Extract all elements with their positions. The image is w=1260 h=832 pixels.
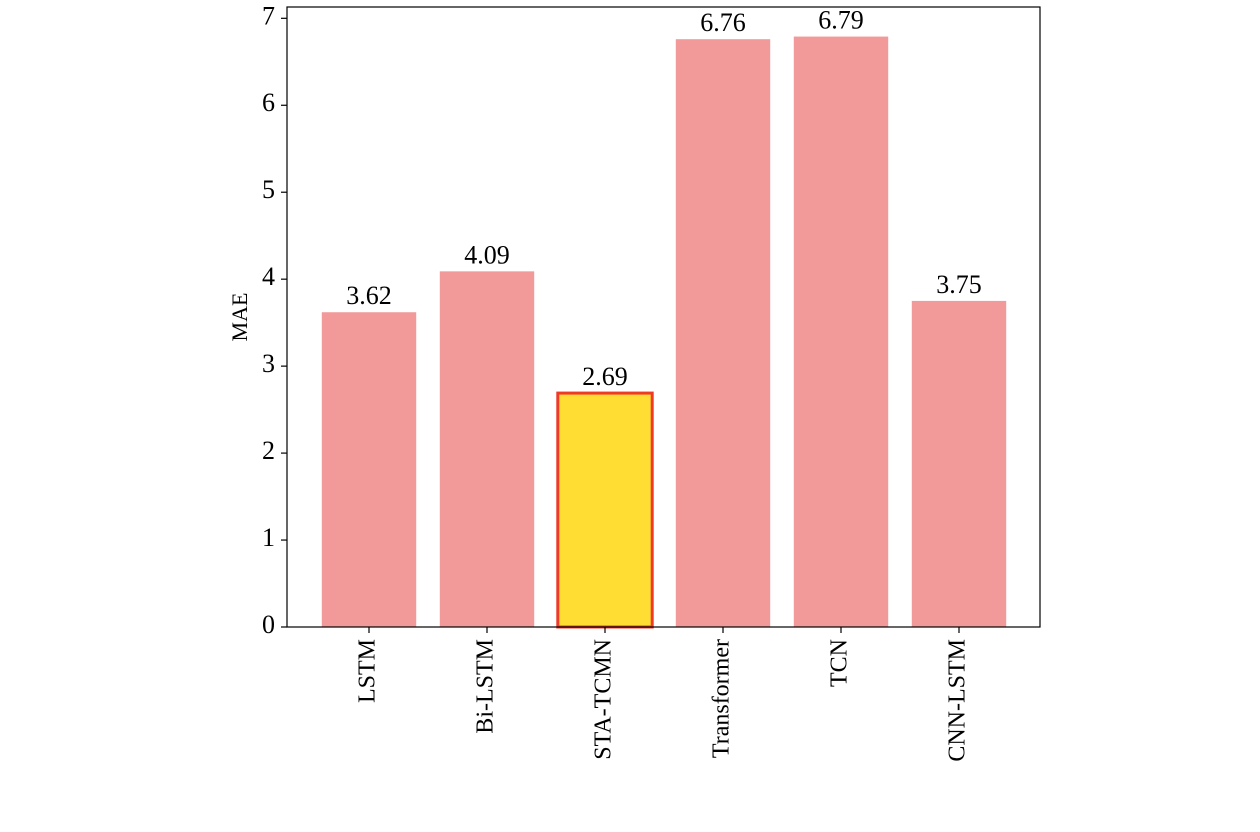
value-label: 6.79 (818, 6, 864, 35)
value-label: 3.75 (936, 270, 982, 299)
y-tick-label: 2 (262, 436, 275, 465)
x-tick-label: Transformer (709, 639, 735, 758)
y-tick-label: 0 (262, 610, 275, 639)
x-tick-label: STA-TCMN (591, 639, 617, 760)
x-tick-label: Bi-LSTM (473, 639, 499, 734)
value-label: 2.69 (582, 362, 628, 391)
y-tick-label: 5 (262, 175, 275, 204)
bar (675, 39, 771, 628)
y-tick-label: 4 (262, 262, 275, 291)
plot-frame (286, 6, 1041, 628)
y-tick-label: 7 (262, 1, 275, 30)
x-tick-label: TCN (827, 639, 853, 687)
value-label: 4.09 (464, 240, 510, 269)
bar (321, 312, 417, 627)
x-tick-label: CNN-LSTM (945, 639, 971, 762)
x-tick-label: LSTM (355, 639, 381, 703)
bar (793, 36, 889, 628)
bar (911, 300, 1007, 627)
y-tick-label: 3 (262, 349, 275, 378)
value-label: 6.76 (700, 8, 746, 37)
bar (439, 271, 535, 627)
y-tick-label: 6 (262, 88, 275, 117)
bar (556, 391, 654, 629)
y-axis-label: MAE (227, 293, 252, 342)
y-tick-label: 1 (262, 523, 275, 552)
value-label: 3.62 (346, 281, 392, 310)
